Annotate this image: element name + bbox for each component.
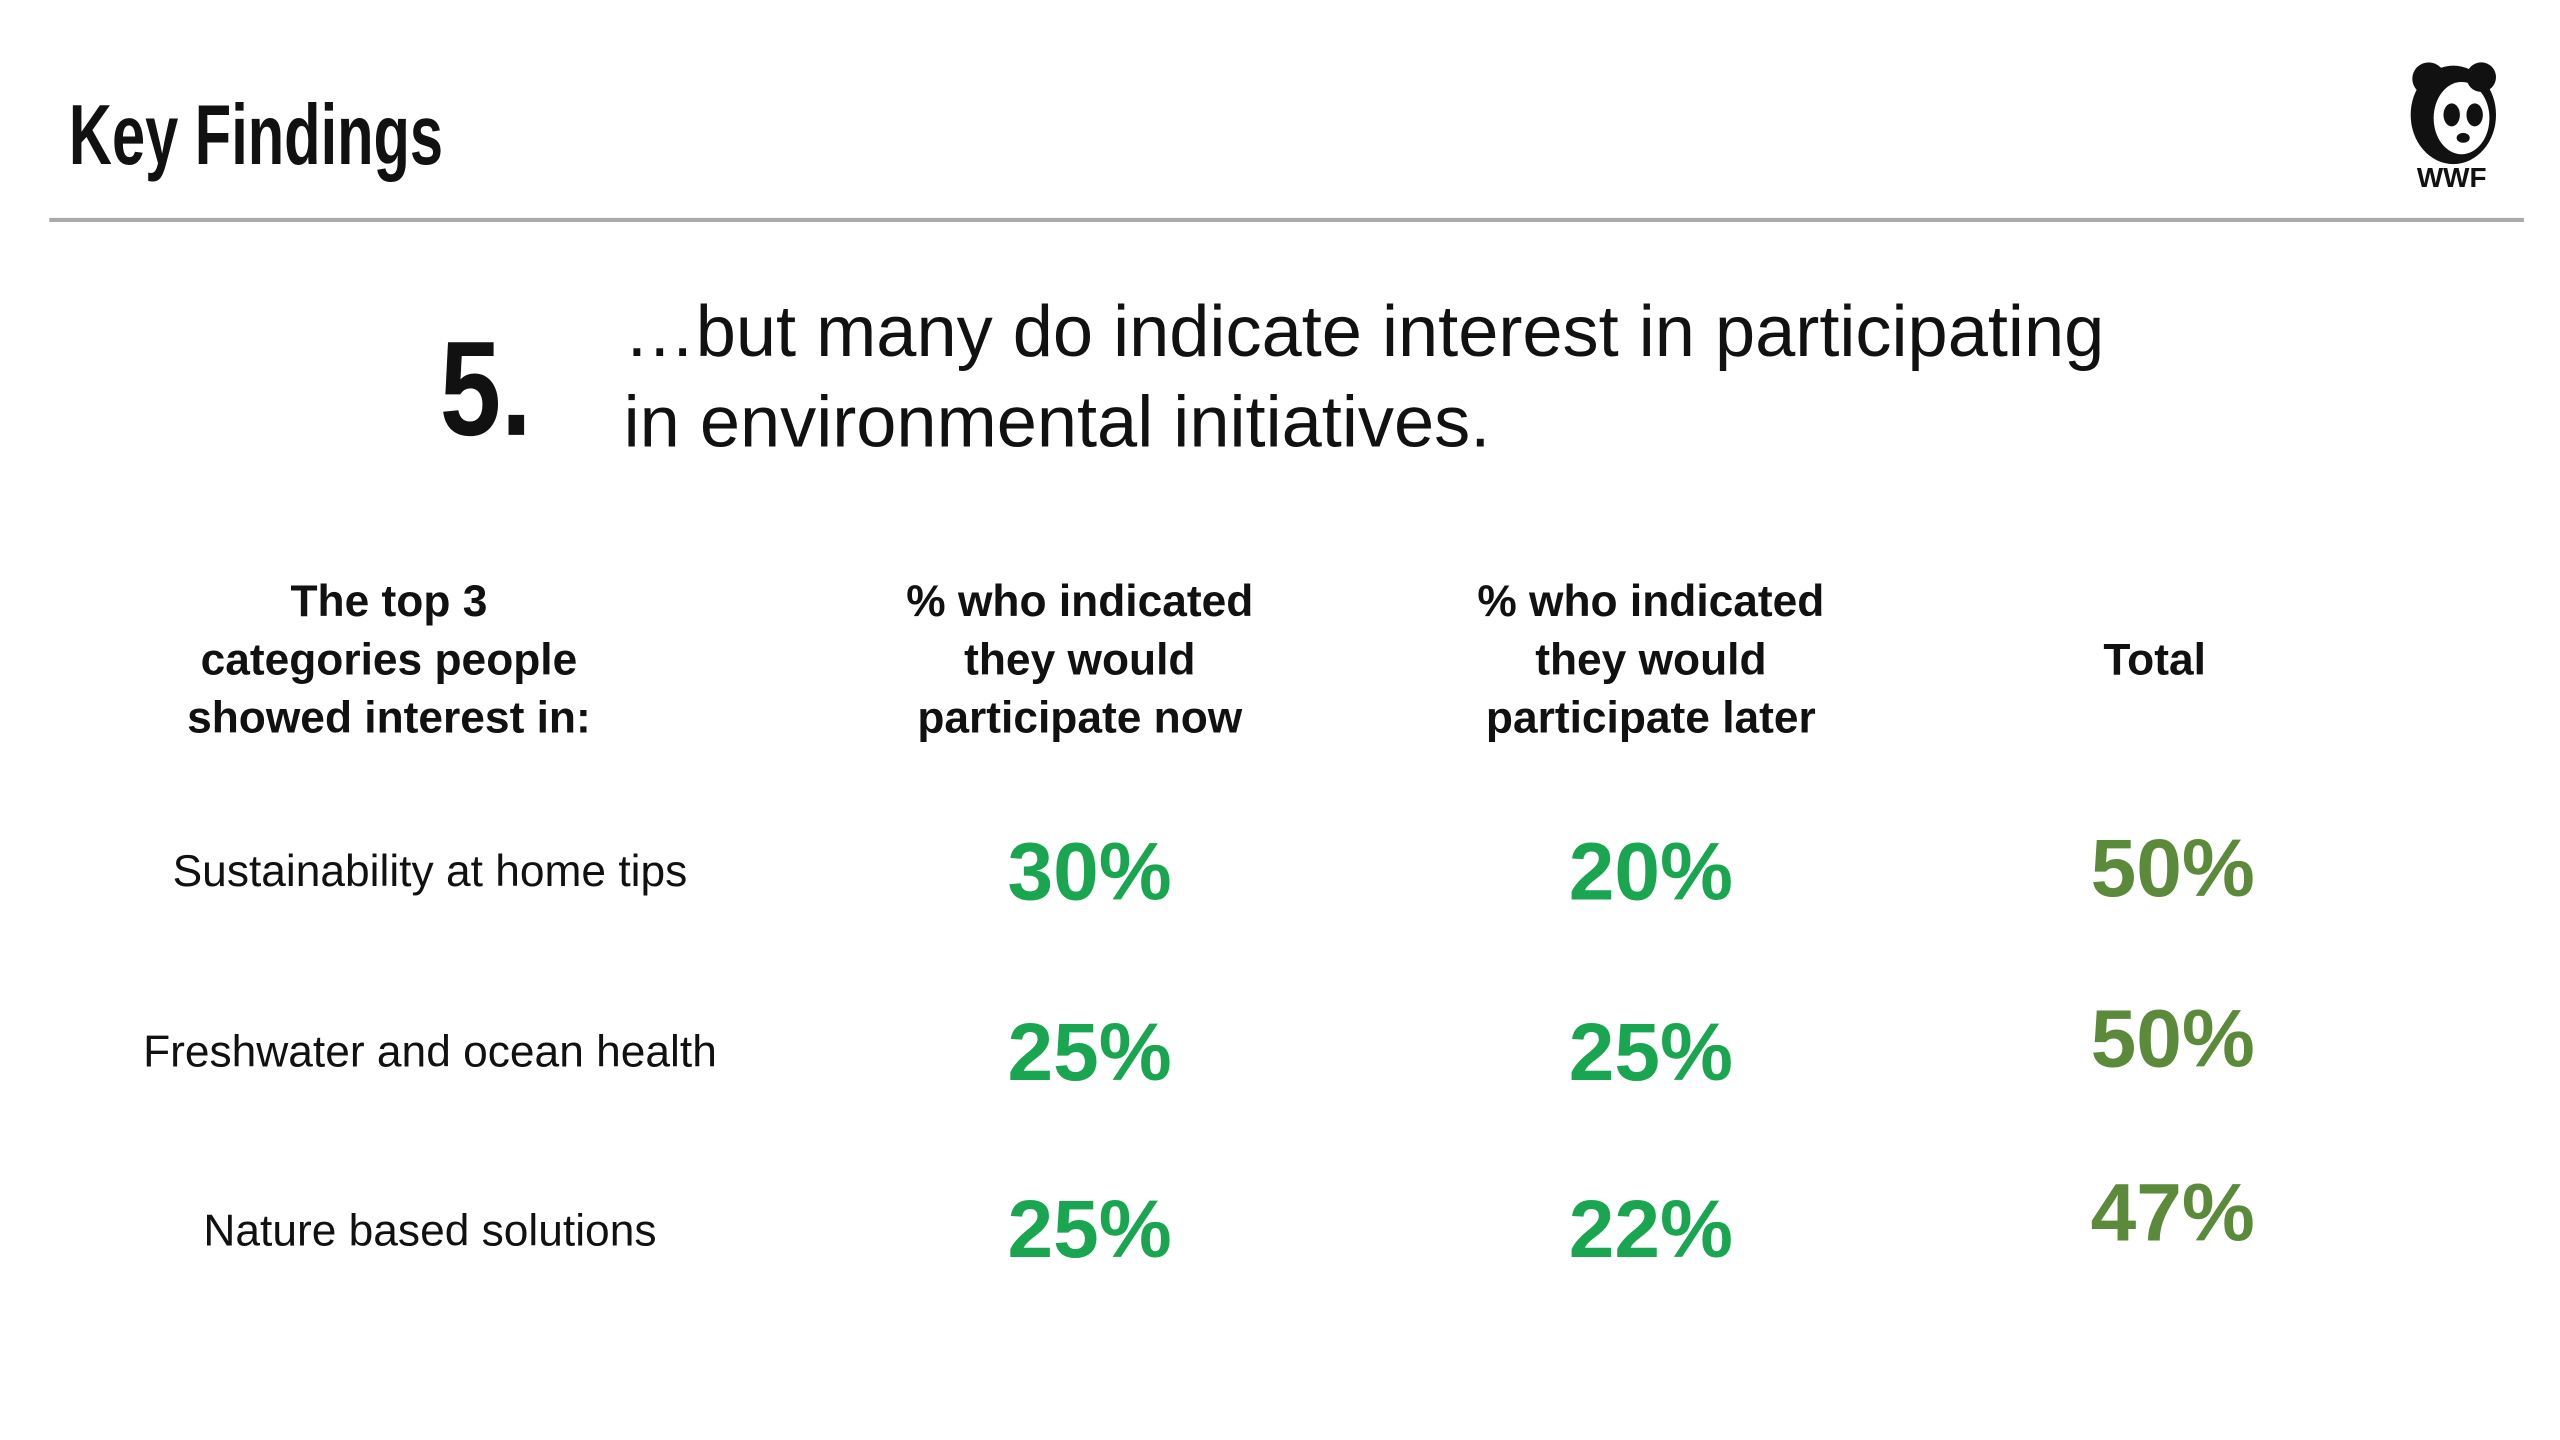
total-value: 47% <box>2091 1168 2255 1259</box>
column-header: participate later <box>1486 694 1816 743</box>
column-header: Total <box>2103 635 2206 684</box>
percent-value: 20% <box>1569 826 1733 917</box>
total-value: 50% <box>2091 994 2255 1085</box>
column-header: they would <box>1535 635 1766 684</box>
row-label: Nature based solutions <box>203 1207 656 1256</box>
row-label: Freshwater and ocean health <box>143 1028 717 1077</box>
row-label: Sustainability at home tips <box>173 847 688 896</box>
percent-value: 25% <box>1569 1007 1733 1098</box>
column-header: they would <box>964 635 1195 684</box>
percent-value: 25% <box>1008 1184 1172 1275</box>
slide-title: Key Findings <box>69 88 443 183</box>
headline-line: …but many do indicate interest in partic… <box>624 292 2105 372</box>
percent-value: 30% <box>1008 826 1172 917</box>
percent-value: 22% <box>1569 1184 1733 1275</box>
finding-number: 5. <box>440 313 532 464</box>
column-header: categories people <box>201 635 578 684</box>
wwf-logo: WWF <box>2410 62 2496 193</box>
column-header: showed interest in: <box>187 694 591 743</box>
column-header: The top 3 <box>290 577 487 626</box>
total-value: 50% <box>2091 823 2255 914</box>
column-header: % who indicated <box>906 577 1253 626</box>
percent-value: 25% <box>1008 1007 1172 1098</box>
column-header: % who indicated <box>1477 577 1824 626</box>
logo-text: WWF <box>2417 162 2487 193</box>
column-header: participate now <box>917 694 1242 743</box>
headline-line: in environmental initiatives. <box>624 382 1491 462</box>
